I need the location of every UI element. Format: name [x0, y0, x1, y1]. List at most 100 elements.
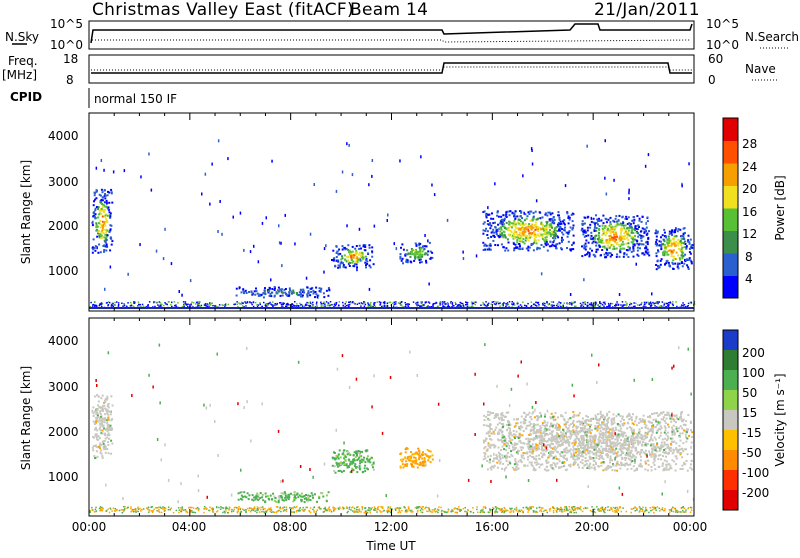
echo-cell: [637, 232, 639, 234]
echo-cell: [616, 445, 618, 447]
echo-cell: [97, 208, 99, 210]
echo-cell: [487, 304, 489, 306]
echo-cell: [616, 243, 618, 245]
echo-cell: [261, 294, 263, 296]
echo-cell: [610, 217, 612, 219]
echo-cell: [418, 304, 420, 306]
echo-cell: [101, 423, 103, 425]
echo-cell: [97, 216, 99, 218]
echo-cell: [277, 303, 279, 305]
echo-cell: [310, 291, 312, 293]
echo-cell: [98, 222, 100, 224]
echo-cell: [337, 259, 339, 261]
echo-cell: [675, 301, 677, 303]
echo-cell: [628, 216, 630, 218]
echo-cell: [595, 241, 597, 243]
echo-cell: [681, 456, 683, 458]
echo-cell: [102, 410, 104, 412]
echo-cell: [360, 461, 362, 463]
echo-cell: [622, 236, 624, 238]
echo-cell: [609, 246, 611, 248]
echo-cell: [352, 255, 354, 257]
echo-cell: [574, 438, 576, 440]
echo-cell: [251, 499, 253, 501]
echo-cell: [624, 432, 626, 434]
echo-cell: [547, 422, 549, 424]
echo-cell: [646, 234, 648, 236]
echo-cell: [513, 243, 515, 245]
echo-cell: [557, 224, 559, 226]
echo-cell: [571, 304, 573, 306]
echo-cell: [92, 304, 94, 306]
echo-cell: [622, 221, 624, 224]
echo-cell: [113, 304, 115, 306]
echo-cell: [279, 241, 281, 244]
echo-cell: [590, 444, 592, 446]
echo-cell: [294, 496, 296, 498]
echo-cell: [496, 462, 498, 464]
echo-cell: [571, 443, 573, 445]
echo-cell: [235, 303, 237, 305]
echo-cell: [323, 271, 325, 274]
echo-cell: [609, 223, 611, 225]
echo-cell: [525, 231, 527, 233]
echo-cell: [417, 302, 419, 304]
echo-cell: [616, 253, 618, 255]
echo-cell: [677, 254, 679, 256]
echo-cell: [538, 454, 540, 456]
echo-cell: [605, 234, 607, 236]
echo-cell: [528, 240, 530, 242]
echo-cell: [350, 253, 352, 255]
echo-cell: [671, 229, 673, 231]
echo-cell: [343, 266, 345, 268]
echo-cell: [416, 252, 418, 254]
echo-cell: [549, 218, 551, 220]
echo-cell: [312, 302, 314, 304]
echo-cell: [109, 411, 111, 413]
echo-cell: [445, 306, 447, 308]
echo-cell: [336, 190, 338, 193]
echo-cell: [676, 458, 678, 460]
echo-cell: [610, 303, 612, 305]
echo-cell: [524, 242, 526, 244]
echo-cell: [399, 258, 401, 260]
echo-cell: [484, 230, 486, 232]
echo-cell: [325, 244, 327, 247]
echo-cell: [270, 278, 272, 281]
echo-cell: [681, 242, 683, 244]
echo-cell: [687, 305, 689, 307]
echo-cell: [102, 433, 104, 435]
echo-cell: [263, 296, 265, 298]
echo-cell: [516, 215, 518, 217]
nave-tick-bottom: 0: [708, 73, 716, 87]
echo-cell: [410, 451, 412, 453]
echo-cell: [603, 242, 605, 244]
echo-cell: [530, 423, 532, 425]
echo-cell: [124, 169, 126, 172]
echo-cell: [673, 249, 675, 251]
echo-cell: [347, 453, 349, 455]
echo-cell: [264, 500, 266, 502]
echo-cell: [323, 292, 325, 294]
echo-cell: [622, 304, 624, 306]
echo-cell: [664, 438, 666, 440]
echo-cell: [514, 216, 516, 218]
echo-cell: [344, 247, 346, 249]
echo-cell: [344, 254, 346, 256]
echo-cell: [355, 261, 357, 263]
echo-cell: [645, 230, 647, 232]
echo-cell: [639, 434, 641, 436]
echo-cell: [638, 244, 640, 246]
echo-cell: [218, 139, 220, 142]
echo-cell: [294, 301, 296, 303]
echo-cell: [632, 413, 634, 415]
echo-cell: [488, 419, 490, 421]
echo-cell: [248, 291, 250, 293]
echo-cell: [574, 461, 576, 463]
echo-cell: [285, 214, 287, 217]
echo-cell: [656, 236, 658, 238]
echo-cell: [556, 247, 558, 249]
echo-cell: [248, 498, 250, 500]
echo-cell: [666, 439, 668, 441]
echo-cell: [341, 255, 343, 257]
